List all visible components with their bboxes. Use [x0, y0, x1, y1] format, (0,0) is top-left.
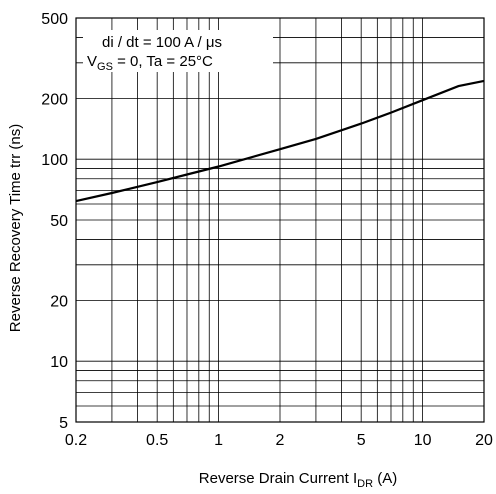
annotation-box: di / dt = 100 A / μs VGS = 0, Ta = 25°C: [83, 30, 273, 73]
y-axis-label: Reverse Recovery Time trr (ns): [7, 124, 24, 332]
annotation-didt: di / dt = 100 A / μs: [102, 34, 222, 51]
y-tick-label: 500: [41, 11, 68, 28]
x-tick-label: 2: [276, 432, 285, 449]
series-line-trr: [75, 79, 485, 203]
x-tick-label: 5: [357, 432, 366, 449]
annotation-background: [83, 30, 273, 72]
annotation-v: V: [87, 53, 97, 70]
y-tick-label: 200: [41, 91, 68, 108]
x-tick-label: 1: [214, 432, 223, 449]
x-tick-label: 0.2: [65, 432, 87, 449]
annotation-rest: = 0, Ta = 25°C: [113, 53, 213, 70]
annotation-conditions: VGS = 0, Ta = 25°C: [87, 53, 213, 73]
y-tick-label: 10: [50, 354, 68, 371]
x-tick-label: 10: [414, 432, 432, 449]
x-axis-label-subscript: DR: [357, 478, 373, 490]
x-tick-label: 0.5: [146, 432, 168, 449]
y-tick-labels: 5 10 20 50 100 200 500: [41, 11, 68, 432]
y-tick-label: 100: [41, 152, 68, 169]
plot-frame: [75, 17, 485, 423]
x-tick-label: 20: [475, 432, 493, 449]
y-tick-label: 50: [50, 213, 68, 230]
y-tick-label: 20: [50, 293, 68, 310]
x-axis-label: Reverse Drain Current IDR (A): [199, 470, 397, 490]
x-tick-labels: 0.2 0.5 1 2 5 10 20: [65, 432, 493, 449]
y-tick-label: 5: [59, 415, 68, 432]
grid: [76, 18, 484, 422]
x-axis-label-main: Reverse Drain Current I: [199, 470, 357, 487]
x-axis-label-unit: (A): [373, 470, 397, 487]
annotation-v-subscript: GS: [97, 61, 113, 73]
